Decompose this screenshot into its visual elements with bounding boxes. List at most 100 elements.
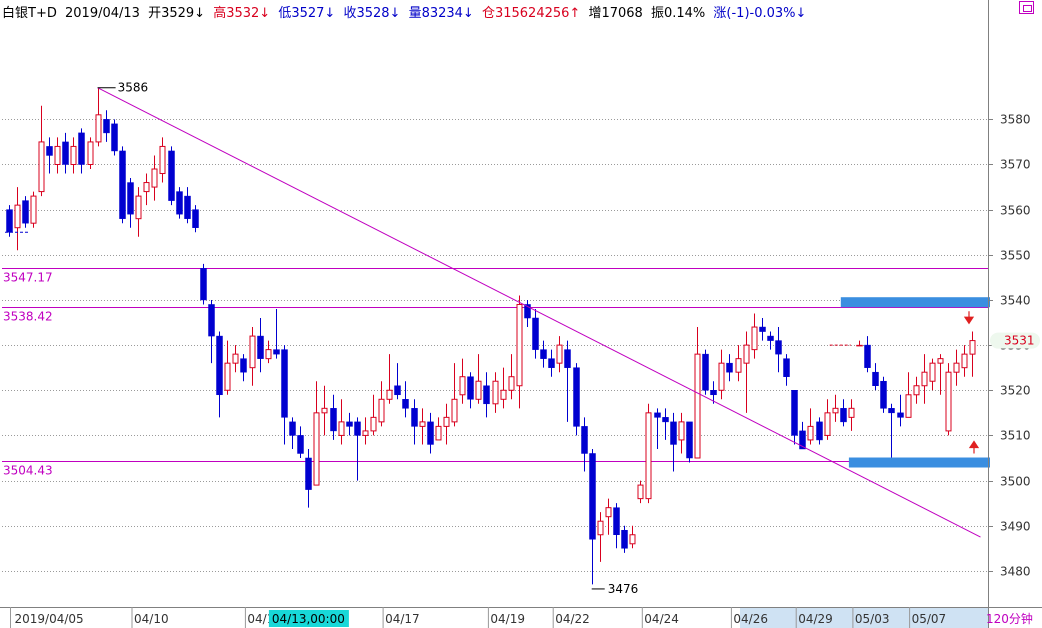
candle-body [22,200,29,224]
candle-body [888,408,895,414]
candle-body [419,421,426,427]
candle-body [840,408,847,423]
candle-body [937,358,944,364]
candle-body [70,145,77,165]
candle-body [289,421,296,436]
candle-body [807,425,814,441]
candle-body [775,340,782,355]
candle-body [508,376,515,391]
annotation-label: 3586 [118,81,149,95]
candle-body [629,534,636,545]
candle-body [500,389,507,400]
candle-body [645,412,652,500]
candle-body [78,132,85,165]
x-tick-label: 04/10 [134,612,169,626]
candle-body [338,421,345,436]
candle-body [597,520,604,536]
candle-body [872,371,879,386]
candle-body [168,150,175,201]
candle-body [921,371,928,387]
candle-body [524,304,531,319]
y-tick-label: 3550 [1000,249,1031,263]
y-tick-label: 3560 [1000,204,1031,218]
candle-body [330,408,337,432]
arrow-up-icon [968,440,980,454]
candle-body [386,389,393,400]
price-level-label: 3547.17 [3,271,53,285]
candle-body [281,349,288,418]
zone-bar [848,457,990,468]
cursor-label: 04/13,00:00 [272,612,345,626]
candle-body [662,417,669,423]
candle-body [913,385,920,396]
quote-header: 白银T+D 2019/04/13 开3529↓ 高3532↓ 低3527↓ 收3… [2,2,810,21]
candle-body [313,412,320,486]
candle-body [581,426,588,454]
date-label: 2019/04/13 [65,6,140,21]
candle-body [556,344,563,364]
close-label: 收3528↓ [343,6,401,21]
candle-body [427,421,434,445]
candle-body [897,412,904,418]
candle-body [564,349,571,368]
y-tick-label: 3480 [1000,565,1031,579]
candle-body [38,141,45,193]
candle-body [159,145,166,175]
candle-body [321,407,328,414]
candle-body [176,191,183,215]
candle-body [273,349,280,355]
candle-body [743,344,750,364]
candle-body [14,204,21,229]
candle-body [702,353,709,391]
candle-body [411,408,418,427]
candle-body [127,182,134,215]
open-label: 开3529↓ [148,6,206,21]
candle-body [880,380,887,409]
candle-body [686,421,693,459]
candle-body [759,326,766,332]
candle-body [6,209,13,233]
cursor-label-box [268,610,349,627]
amplitude-label: 振0.14% [650,6,706,21]
candle-body [370,416,377,432]
x-tick-label: 04/19 [490,612,525,626]
y-tick-label: 3490 [1000,520,1031,534]
candle-body [710,390,717,396]
y-tick-label: 3570 [1000,158,1031,172]
x-tick-label: 04/29 [798,612,833,626]
candle-body [856,344,863,347]
candle-body [483,385,490,405]
candle-body [573,367,580,427]
candle-body [540,349,547,359]
candle-body [589,453,596,540]
timeframe-label: 120分钟 [986,611,1033,626]
candle-body [135,195,142,220]
candle-body [354,421,361,436]
candle-body [151,168,158,188]
candle-body [816,421,823,441]
window-restore-icon[interactable] [1019,1,1034,14]
change-label: 涨(-1)-0.03%↓ [713,6,807,21]
candle-body [87,141,94,165]
high-label: 高3532↓ [213,6,271,21]
y-tick-label: 3580 [1000,113,1031,127]
candle-body [783,358,790,377]
candle-body [459,376,466,396]
candle-body [678,421,685,441]
candle-body [394,385,401,396]
increase-label: 增17068 [588,6,643,21]
candle-body [475,380,482,400]
overlays: 3586 3476 [5,81,990,596]
candle-body [961,353,968,369]
candle-body [224,362,231,391]
candle-body [143,182,150,193]
candle-body [265,349,272,360]
candle-body [46,146,53,156]
candle-body [435,425,442,441]
y-tick-label: 3510 [1000,429,1031,443]
annotation-label: 3476 [608,582,639,596]
candle-body [200,268,207,301]
candle-body [402,399,409,409]
last-price-tag [990,332,1040,349]
